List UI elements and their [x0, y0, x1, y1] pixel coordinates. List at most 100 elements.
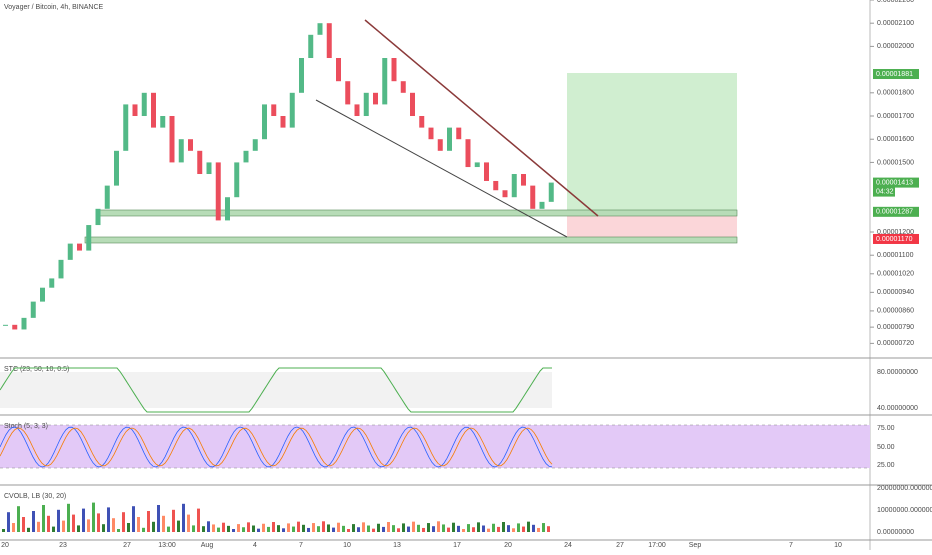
indicator-tick-label: 20000000.00000000	[877, 485, 932, 492]
volume-bar	[382, 526, 385, 532]
volume-bar	[402, 523, 405, 532]
volume-bar	[182, 503, 185, 532]
volume-bar	[527, 521, 530, 532]
candle	[437, 139, 443, 151]
x-tick-label: Aug	[201, 542, 214, 549]
x-tick-label: Sep	[689, 542, 702, 549]
indicator-tick-label: 80.00000000	[877, 369, 918, 376]
stoch-d	[0, 427, 553, 467]
indicator-tick-label: 10000000.00000000	[877, 507, 932, 514]
candle	[12, 324, 18, 330]
indicator-tick-label: 40.00000000	[877, 405, 918, 412]
volume-bar	[147, 511, 150, 532]
y-tick-label: 0.00000790	[877, 324, 914, 331]
volume-bar	[337, 522, 340, 532]
candle	[58, 259, 64, 279]
volume-bar	[7, 512, 10, 532]
volume-bar	[372, 528, 375, 532]
volume-bar	[127, 523, 130, 532]
volume-bar	[297, 521, 300, 532]
support-box	[97, 209, 738, 217]
x-tick-label: 13	[393, 542, 401, 549]
volume-bar	[37, 521, 40, 532]
y-tick-label: 0.00002000	[877, 43, 914, 50]
volume-bar	[507, 525, 510, 532]
volume-bar	[62, 520, 65, 532]
y-tick-label: 0.00001700	[877, 113, 914, 120]
volume-bar	[202, 526, 205, 532]
indicator-tick-label: 0.00000000	[877, 529, 914, 536]
volume-bar	[472, 527, 475, 532]
volume-bar	[462, 529, 465, 532]
candle	[317, 23, 323, 35]
stoch-band	[0, 425, 870, 468]
candle	[521, 174, 526, 186]
volume-bar	[502, 522, 505, 532]
volume-bar	[192, 525, 195, 532]
volume-bar	[177, 520, 180, 532]
x-tick-label: 13:00	[158, 542, 176, 549]
candle	[391, 58, 397, 82]
price-label-box	[873, 206, 919, 217]
volume-bar	[102, 524, 105, 532]
volume-bar	[67, 503, 70, 532]
volume-bar	[82, 508, 85, 532]
candle	[252, 139, 258, 151]
volume-bar	[277, 525, 280, 532]
indicator-tick-label: 25.00	[877, 462, 895, 469]
y-tick-label: 0.00000860	[877, 308, 914, 315]
volume-bar	[42, 505, 45, 532]
volume-bar	[542, 523, 545, 532]
price-label: 0.00001881	[876, 71, 913, 78]
candle	[493, 180, 499, 191]
candle	[141, 92, 147, 117]
x-tick-label: 7	[299, 542, 303, 549]
volume-bar	[427, 523, 430, 532]
volume-bar	[322, 521, 325, 532]
volume-bar	[392, 525, 395, 532]
volume-bar	[207, 521, 210, 532]
volume-bar	[537, 527, 540, 532]
y-tick-label: 0.00002200	[877, 0, 914, 4]
indicator-label: CVOLB, LB (30, 20)	[4, 493, 66, 500]
volume-bar	[52, 526, 55, 532]
volume-bar	[287, 523, 290, 532]
y-tick-label: 0.00001020	[877, 271, 914, 278]
support-box	[84, 236, 738, 244]
candle	[428, 127, 434, 140]
volume-bar	[407, 526, 410, 532]
volume-bar	[152, 521, 155, 532]
candle	[447, 127, 452, 151]
volume-bar	[237, 524, 240, 532]
candle	[299, 58, 304, 93]
volume-bar	[317, 526, 320, 532]
candle	[234, 162, 240, 198]
volume-bar	[487, 528, 490, 532]
candle	[345, 81, 351, 105]
candle	[178, 139, 184, 163]
volume-bar	[27, 527, 30, 532]
stc-band	[0, 372, 552, 408]
x-tick-label: 10	[343, 542, 351, 549]
candle	[30, 301, 36, 318]
x-tick-label: 4	[253, 542, 257, 549]
x-tick-label: 24	[564, 542, 572, 549]
candle	[511, 174, 517, 198]
volume-bar	[377, 523, 380, 532]
volume-bar	[512, 528, 515, 532]
volume-bar	[362, 522, 365, 532]
volume-bar	[72, 514, 75, 532]
y-tick-label: 0.00001600	[877, 136, 914, 143]
volume-bar	[77, 525, 80, 532]
volume-bar	[22, 517, 25, 532]
volume-bar	[492, 523, 495, 532]
candle	[243, 150, 249, 163]
volume-bar	[467, 524, 470, 532]
candle	[114, 150, 119, 186]
volume-bar	[222, 522, 225, 532]
price-label: 0.00001287	[876, 209, 913, 216]
candle	[225, 197, 230, 221]
candle	[49, 278, 55, 288]
volume-bar	[157, 505, 160, 532]
volume-bar	[432, 526, 435, 532]
